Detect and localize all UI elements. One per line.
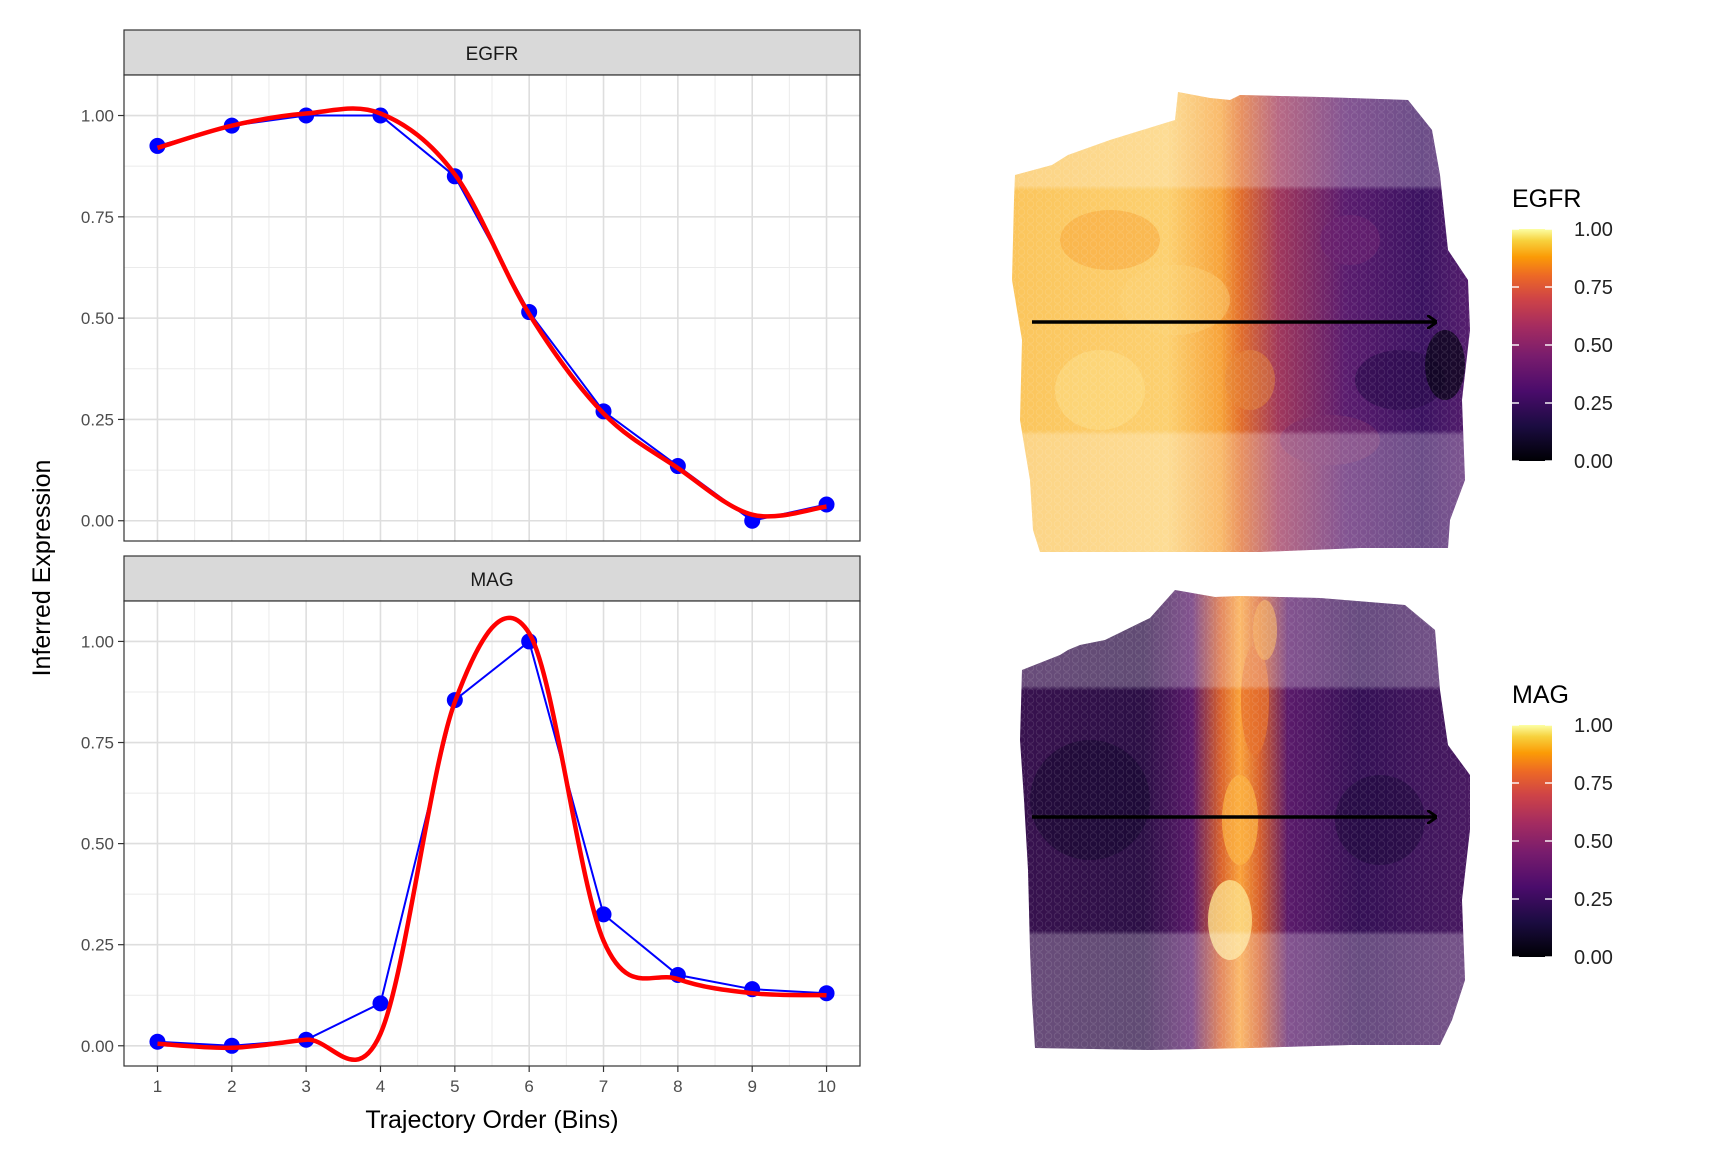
y-tick-label: 0.00 xyxy=(81,1037,114,1056)
egfr-y-axis: 0.00 0.25 0.50 0.75 1.00 xyxy=(81,107,124,531)
y-tick-label: 0.00 xyxy=(81,512,114,531)
colorbar-tick-label: 0.00 xyxy=(1574,947,1613,969)
observed-point xyxy=(595,906,612,923)
egfr-strip-label: EGFR xyxy=(466,44,519,65)
egfr-line-panel: EGFR 0.00 0.25 0.50 0.75 1.00 xyxy=(81,29,861,542)
y-tick-label: 0.75 xyxy=(81,208,114,227)
y-tick-label: 1.00 xyxy=(81,632,114,651)
mag-strip-label: MAG xyxy=(470,570,513,591)
y-axis-title: Inferred Expression xyxy=(28,460,56,677)
colorbar-tick-label: 0.25 xyxy=(1574,393,1613,415)
observed-point xyxy=(818,496,835,513)
colorbar-tick-label: 0.00 xyxy=(1574,451,1613,473)
colorbar-tick-label: 1.00 xyxy=(1574,715,1613,737)
y-tick-label: 0.25 xyxy=(81,410,114,429)
x-tick-label: 6 xyxy=(524,1077,533,1096)
colorbar-tick-label: 0.25 xyxy=(1574,889,1613,911)
egfr-gridlines xyxy=(124,75,860,541)
egfr-series xyxy=(149,106,835,529)
egfr-spatial-map: EGFR 0.00 0.25 0.50 0.75 1.00 xyxy=(1012,92,1613,552)
smoothed-line xyxy=(157,615,827,1062)
mag-line-panel: MAG 0.00 0.25 0.50 0.75 1.00 1 2 3 4 5 6 7 8 9 10 xyxy=(81,555,861,1096)
x-tick-label: 2 xyxy=(227,1077,236,1096)
mag-series xyxy=(149,615,835,1062)
x-tick-label: 1 xyxy=(153,1077,162,1096)
x-axis-title: Trajectory Order (Bins) xyxy=(365,1106,618,1134)
y-tick-label: 1.00 xyxy=(81,107,114,126)
mag-legend-title: MAG xyxy=(1512,681,1569,709)
mag-gridlines xyxy=(124,601,860,1066)
mag-spatial-map: MAG 0.00 0.25 0.50 0.75 1.00 xyxy=(1020,590,1613,1050)
mag-y-axis: 0.00 0.25 0.50 0.75 1.00 xyxy=(81,632,124,1056)
y-tick-label: 0.75 xyxy=(81,734,114,753)
y-tick-label: 0.25 xyxy=(81,936,114,955)
mag-x-axis: 1 2 3 4 5 6 7 8 9 10 xyxy=(153,1066,836,1096)
y-tick-label: 0.50 xyxy=(81,835,114,854)
egfr-strip xyxy=(123,29,861,76)
egfr-colorbar-legend: EGFR 0.00 0.25 0.50 0.75 1.00 xyxy=(1512,185,1613,473)
colorbar-tick-label: 0.75 xyxy=(1574,773,1613,795)
x-tick-label: 10 xyxy=(817,1077,836,1096)
y-tick-label: 0.50 xyxy=(81,309,114,328)
x-tick-label: 8 xyxy=(673,1077,682,1096)
observed-point xyxy=(372,995,389,1012)
x-tick-label: 4 xyxy=(376,1077,385,1096)
colorbar-tick-label: 0.50 xyxy=(1574,831,1613,853)
mag-colorbar-legend: MAG 0.00 0.25 0.50 0.75 1.00 xyxy=(1512,681,1613,969)
colorbar-tick-label: 0.75 xyxy=(1574,277,1613,299)
x-tick-label: 9 xyxy=(747,1077,756,1096)
mag-strip xyxy=(123,555,861,602)
observed-point xyxy=(149,1033,166,1050)
colorbar-tick-label: 1.00 xyxy=(1574,219,1613,241)
x-tick-label: 7 xyxy=(599,1077,608,1096)
egfr-legend-title: EGFR xyxy=(1512,185,1581,213)
x-tick-label: 5 xyxy=(450,1077,459,1096)
x-tick-label: 3 xyxy=(301,1077,310,1096)
smoothed-line xyxy=(156,106,827,519)
colorbar-tick-label: 0.50 xyxy=(1574,335,1613,357)
